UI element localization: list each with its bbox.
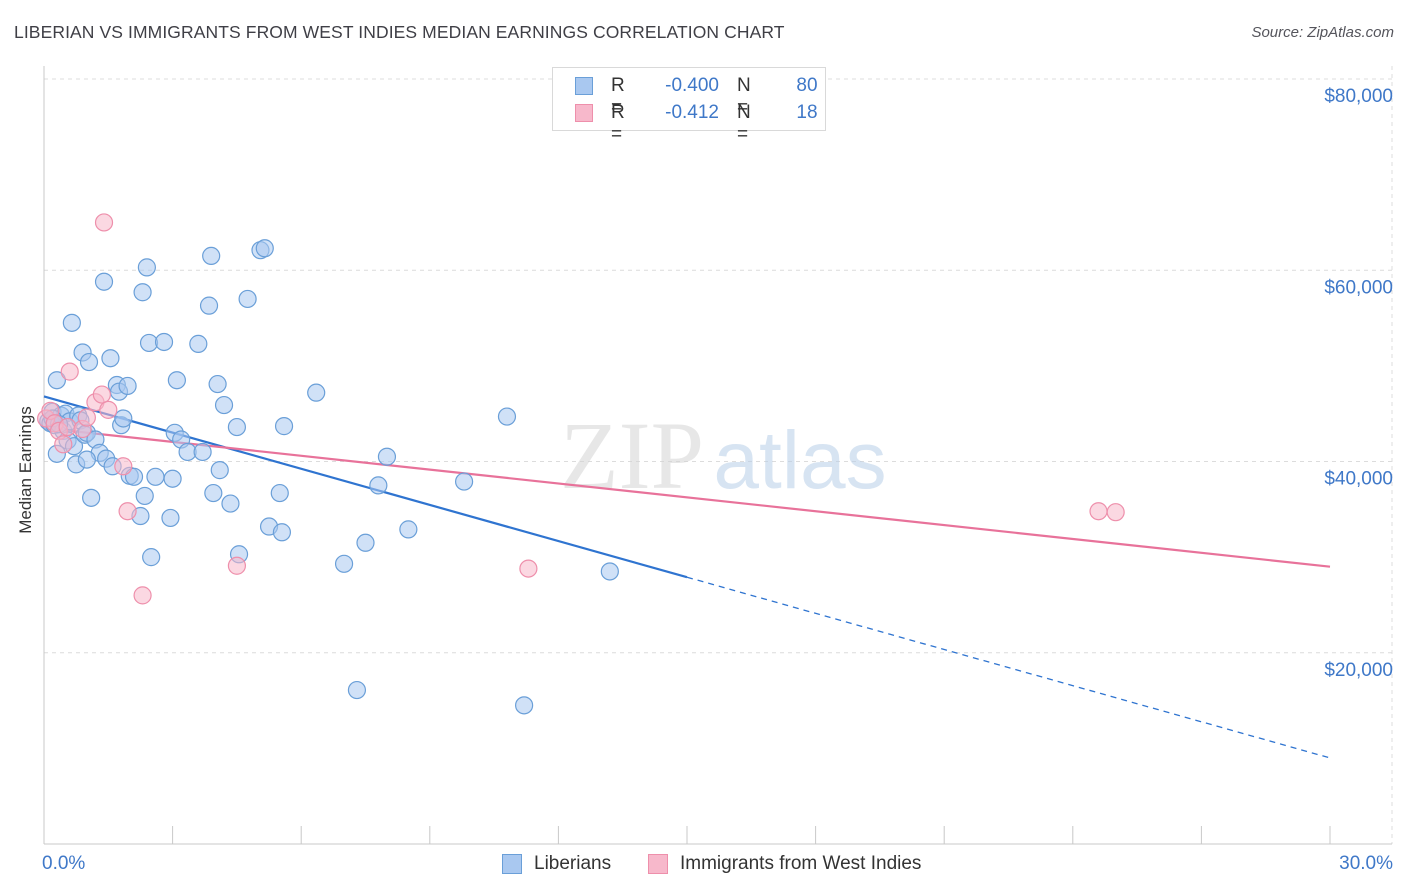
legend-n-label: N =	[737, 102, 751, 145]
liberian-trendline	[43, 395, 688, 579]
correlation-legend: R = -0.400 N = 80 R = -0.412 N = 18	[552, 67, 826, 145]
tick-label-layer: $20,000 $40,000 $60,000 $80,000 0.0% 30.0%	[42, 86, 1393, 874]
legend-swatch-blue	[575, 77, 593, 95]
bottom-legend-label: Immigrants from West Indies	[680, 853, 922, 874]
liberian-trendline-extension	[686, 576, 1331, 759]
liberian-point	[270, 483, 289, 503]
liberian-point	[135, 486, 154, 506]
liberian-point	[163, 469, 182, 488]
liberian-point	[238, 289, 257, 309]
liberian-point	[255, 239, 274, 258]
liberian-point	[334, 554, 354, 573]
liberian-point	[137, 258, 156, 277]
liberian-point	[399, 520, 418, 539]
y-axis-label: Median Earnings	[16, 406, 35, 534]
watermark-zip: ZIP	[560, 402, 704, 509]
liberian-point	[307, 383, 326, 402]
liberian-point	[47, 371, 66, 390]
west-indies-trendline	[43, 426, 1331, 568]
west-indies-point	[94, 213, 114, 232]
west-indies-point	[99, 400, 118, 419]
y-tick-label: $60,000	[1324, 277, 1393, 298]
west-indies-point	[60, 362, 79, 381]
liberian-point	[272, 523, 292, 542]
y-tick-label: $20,000	[1324, 660, 1393, 681]
legend-r-label: R =	[611, 75, 625, 118]
chart-source: Source: ZipAtlas.com	[1251, 24, 1394, 41]
legend-n-value: 18	[796, 102, 818, 123]
bottom-legend-swatch-pink	[648, 854, 668, 874]
liberian-point	[347, 680, 367, 700]
grid-layer	[44, 66, 1393, 844]
liberian-point	[133, 283, 152, 302]
liberian-point	[274, 417, 294, 436]
legend-n-label: N =	[737, 75, 751, 118]
watermark-atlas: atlas	[713, 415, 886, 506]
west-indies-point	[133, 586, 152, 605]
x-tick-label-min: 0.0%	[42, 853, 85, 874]
bottom-legend-label: Liberians	[534, 853, 612, 874]
liberian-point	[600, 562, 619, 581]
liberian-point	[118, 376, 137, 396]
liberian-point	[515, 696, 534, 715]
points-layer	[37, 213, 1125, 715]
liberian-point	[79, 352, 99, 372]
west-indies-point	[92, 385, 111, 404]
west-indies-point	[118, 502, 137, 521]
liberian-point	[199, 296, 219, 315]
liberian-point	[454, 472, 474, 491]
liberian-point	[356, 533, 375, 552]
liberian-point	[214, 395, 234, 415]
axis-layer	[43, 66, 1392, 845]
liberian-point	[82, 488, 101, 507]
legend-n-value: 80	[796, 75, 818, 96]
liberian-point	[62, 313, 81, 332]
y-tick-label: $80,000	[1324, 86, 1393, 107]
legend-r-value: -0.412	[665, 102, 719, 123]
liberian-point	[202, 246, 221, 266]
liberian-point	[369, 476, 388, 495]
liberian-point	[497, 407, 517, 426]
liberian-point	[193, 442, 212, 462]
legend-r-value: -0.400	[665, 75, 719, 96]
legend-r-label: R =	[611, 102, 625, 145]
liberian-point	[114, 409, 133, 428]
liberian-point	[208, 374, 227, 394]
chart-title: LIBERIAN VS IMMIGRANTS FROM WEST INDIES …	[14, 22, 785, 42]
liberian-point	[210, 461, 229, 480]
west-indies-point	[77, 408, 96, 427]
west-indies-point	[54, 435, 73, 454]
liberian-point	[139, 333, 159, 353]
liberian-point	[161, 508, 180, 528]
x-tick-label-max: 30.0%	[1339, 853, 1393, 874]
liberian-point	[377, 447, 397, 466]
legend-swatch-pink	[575, 104, 593, 122]
liberian-point	[77, 450, 96, 469]
liberian-point	[204, 483, 223, 503]
west-indies-point	[1089, 502, 1108, 521]
liberian-point	[227, 417, 246, 437]
west-indies-point	[519, 559, 538, 578]
west-indies-point	[114, 457, 133, 476]
liberian-point	[167, 371, 186, 390]
liberian-point	[189, 334, 208, 353]
west-indies-point	[58, 417, 77, 437]
west-indies-point	[227, 556, 246, 575]
trend-layer	[43, 395, 1331, 759]
bottom-legend-swatch-blue	[502, 854, 522, 874]
west-indies-point	[1106, 503, 1125, 522]
liberian-point	[101, 349, 120, 368]
liberian-point	[142, 548, 161, 567]
liberian-point	[146, 467, 165, 486]
y-tick-label: $40,000	[1324, 469, 1393, 490]
liberian-point	[221, 494, 240, 513]
liberian-point	[154, 332, 174, 352]
liberian-point	[94, 272, 114, 291]
